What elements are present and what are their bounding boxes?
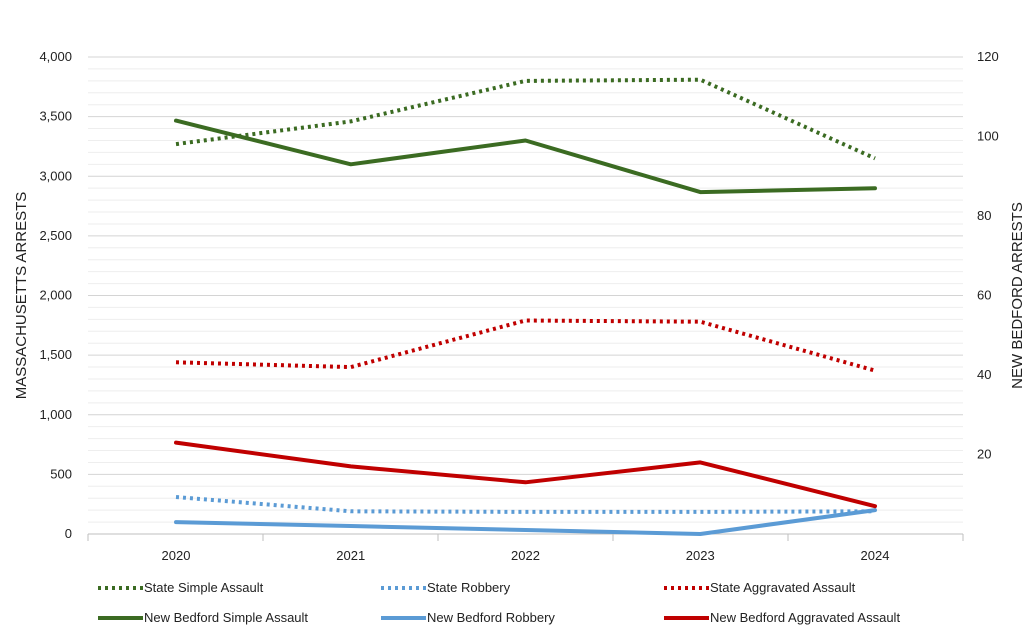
left-tick-label: 1,500: [39, 347, 72, 362]
left-tick-label: 500: [50, 466, 72, 481]
x-axis-ticks: 2020 2021 2022 2023 2024: [162, 548, 890, 563]
legend-item: State Simple Assault: [98, 580, 264, 595]
series-line-new-bedford-aggravated-assault: [174, 440, 877, 509]
x-tick-label: 2021: [336, 548, 365, 563]
legend-item: New Bedford Aggravated Assault: [664, 610, 900, 625]
gridlines: [88, 56, 963, 523]
right-tick-label: 120: [977, 49, 999, 64]
left-tick-label: 4,000: [39, 49, 72, 64]
right-tick-label: 100: [977, 129, 999, 144]
series-line-new-bedford-robbery: [174, 508, 877, 536]
right-tick-label: 20: [977, 447, 991, 462]
legend-label: New Bedford Simple Assault: [144, 610, 308, 625]
x-axis: [87, 533, 964, 541]
left-axis-ticks: 0 500 1,000 1,500 2,000 2,500 3,000 3,500 4,000: [39, 49, 72, 541]
right-tick-label: 60: [977, 288, 991, 303]
series-lines: [174, 77, 877, 536]
left-tick-label: 2,500: [39, 228, 72, 243]
left-tick-label: 1,000: [39, 407, 72, 422]
x-tick-label: 2022: [511, 548, 540, 563]
x-tick-label: 2023: [686, 548, 715, 563]
x-tick-label: 2024: [861, 548, 890, 563]
legend-label: State Simple Assault: [144, 580, 264, 595]
right-axis-ticks: 20 40 60 80 100 120: [977, 49, 999, 462]
left-axis-title: MASSACHUSETTS ARRESTS: [13, 192, 30, 400]
left-tick-label: 2,000: [39, 288, 72, 303]
legend-item: New Bedford Simple Assault: [98, 610, 308, 625]
series-line-state-robbery: [175, 495, 876, 514]
left-tick-label: 3,500: [39, 109, 72, 124]
right-tick-label: 80: [977, 208, 991, 223]
x-tick-label: 2020: [162, 548, 191, 563]
legend-label: New Bedford Aggravated Assault: [710, 610, 900, 625]
legend-label: New Bedford Robbery: [427, 610, 555, 625]
legend-label: State Robbery: [427, 580, 511, 595]
left-tick-label: 3,000: [39, 168, 72, 183]
series-line-new-bedford-simple-assault: [174, 118, 877, 195]
legend-item: State Aggravated Assault: [664, 580, 856, 595]
right-axis-title: NEW BEDFORD ARRESTS: [1009, 202, 1025, 389]
series-line-state-aggravated-assault: [175, 318, 876, 373]
left-tick-label: 0: [65, 526, 72, 541]
legend: State Simple Assault State Robbery State A…: [98, 580, 900, 625]
legend-item: State Robbery: [381, 580, 511, 595]
right-tick-label: 40: [977, 367, 991, 382]
legend-item: New Bedford Robbery: [381, 610, 555, 625]
legend-label: State Aggravated Assault: [710, 580, 856, 595]
